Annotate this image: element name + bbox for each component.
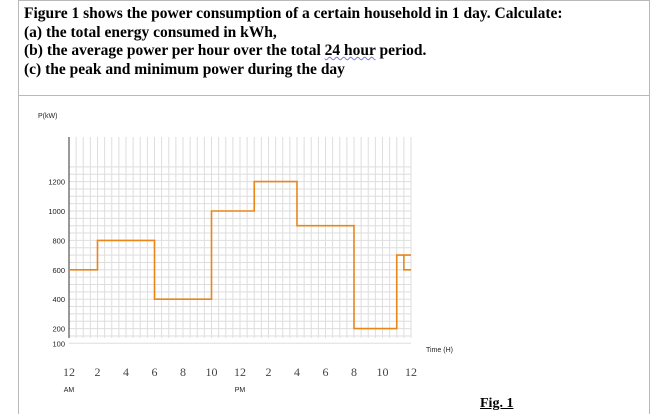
y-tick-label: 100 bbox=[52, 339, 65, 348]
y-tick-label: 400 bbox=[52, 295, 65, 304]
x-tick-label: 8 bbox=[351, 365, 357, 379]
y-tick-label: 600 bbox=[52, 266, 65, 275]
x-tick-label: 12 bbox=[63, 365, 75, 379]
x-tick-label: 6 bbox=[152, 365, 158, 379]
figure-caption: Fig. 1 bbox=[480, 396, 514, 411]
question-line-c: (c) the peak and minimum power during th… bbox=[24, 60, 345, 78]
pm-label: PM bbox=[235, 387, 246, 394]
power-step-line bbox=[69, 180, 411, 330]
x-tick-label: 4 bbox=[294, 365, 300, 379]
x-tick-label: 12 bbox=[405, 365, 417, 379]
x-tick-label: 2 bbox=[266, 365, 272, 379]
y-tick-label: 200 bbox=[52, 325, 65, 334]
power-step-line-end bbox=[403, 255, 411, 271]
chart-series bbox=[69, 180, 411, 330]
x-axis-label: Time (H) bbox=[426, 347, 453, 354]
y-tick-label: 1000 bbox=[48, 207, 65, 216]
chart-labels: P(kW) Time (H) 100 200 400 600 800 1000 1200 12… bbox=[38, 113, 453, 394]
x-tick-label: 8 bbox=[180, 365, 186, 379]
question-line-b-pre: (b) the average power per hour over the … bbox=[24, 42, 325, 59]
x-tick-label: 10 bbox=[206, 365, 218, 379]
x-tick-label: 6 bbox=[323, 365, 329, 379]
question-separator bbox=[18, 95, 650, 96]
question-line-1: Figure 1 shows the power consumption of … bbox=[24, 5, 563, 22]
question-line-b: (b) the average power per hour over the … bbox=[24, 42, 644, 61]
question-line-b-wavy: 24 hour bbox=[324, 42, 376, 59]
x-tick-label: 12 bbox=[234, 365, 246, 379]
question-line-a: (a) the total energy consumed in kWh, bbox=[24, 23, 277, 41]
x-tick-label: 10 bbox=[377, 365, 389, 379]
figure-frame bbox=[18, 0, 650, 414]
y-axis-label: P(kW) bbox=[38, 113, 57, 120]
y-tick-label: 800 bbox=[52, 236, 65, 245]
question-text: Figure 1 shows the power consumption of … bbox=[24, 5, 644, 79]
y-tick-label: 1200 bbox=[48, 178, 65, 187]
x-tick-label: 4 bbox=[123, 365, 129, 379]
am-label: AM bbox=[64, 387, 75, 394]
question-line-b-post: period. bbox=[375, 42, 427, 59]
x-tick-label: 2 bbox=[95, 365, 101, 379]
